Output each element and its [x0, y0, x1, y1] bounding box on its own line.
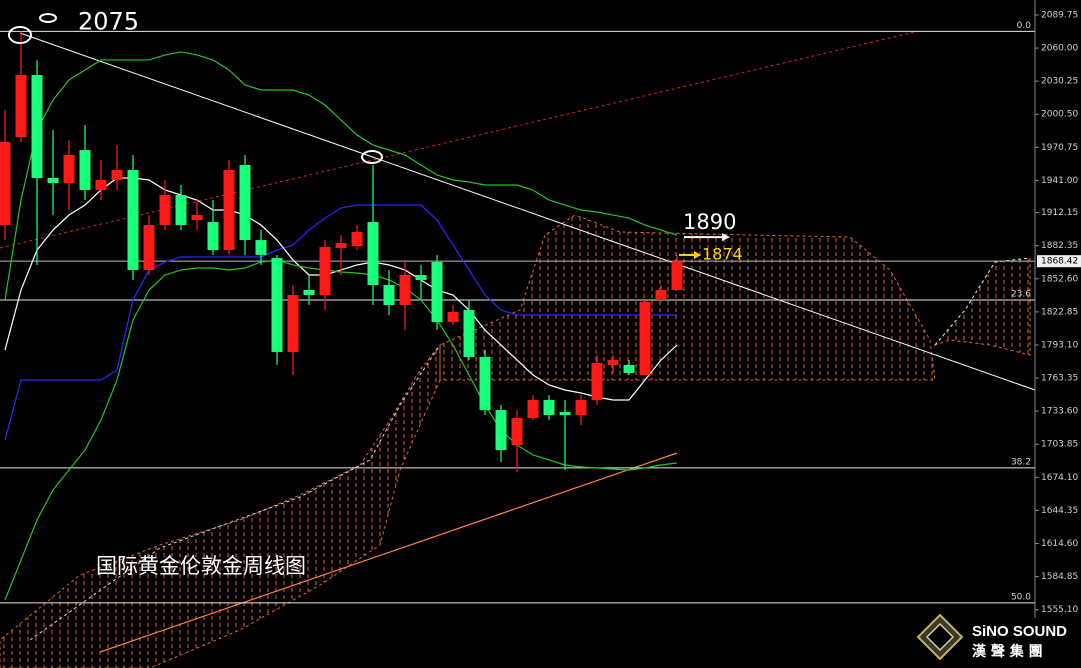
- candle-body: [463, 310, 475, 357]
- annotation-arrow-head: [694, 250, 701, 259]
- candle-body: [271, 257, 283, 352]
- candle-body: [335, 243, 347, 249]
- logo-icon: [925, 622, 955, 652]
- y-tick-label: 1703.85: [1041, 440, 1078, 450]
- candle-body: [207, 222, 219, 251]
- y-tick-label: 1882.35: [1041, 241, 1078, 251]
- plot: 0.0 23.6 38.2 50.0: [0, 21, 1035, 604]
- y-tick-label: 2000.50: [1041, 110, 1078, 120]
- candle-body: [383, 284, 395, 306]
- candle-body: [223, 169, 235, 251]
- candle-body: [79, 150, 91, 190]
- y-tick-label: 1614.60: [1041, 539, 1078, 549]
- candle-body: [63, 154, 75, 183]
- candle-body: [495, 410, 507, 451]
- candle-body: [399, 274, 411, 306]
- y-tick-label: 1644.35: [1041, 506, 1078, 516]
- candle-body: [447, 312, 459, 323]
- cloud-edge: [29, 344, 441, 641]
- candle-body: [47, 177, 59, 183]
- candle-body: [575, 400, 587, 416]
- candle-body: [111, 169, 123, 180]
- cloud: [439, 214, 936, 381]
- y-tick-label: 2060.00: [1041, 44, 1078, 54]
- indicator-line: [4, 204, 677, 441]
- candle-body: [239, 164, 251, 241]
- logo-subtitle: 漢 聲 集 團: [972, 643, 1043, 660]
- candle-body: [15, 74, 27, 138]
- y-tick-label: 1733.60: [1041, 407, 1078, 417]
- marker: [39, 13, 57, 23]
- candle-body: [607, 359, 619, 365]
- indicator-line: [4, 51, 678, 301]
- logo: SiNO SOUND 漢 聲 集 團: [916, 613, 1081, 668]
- candle-body: [367, 222, 379, 285]
- candle-body: [639, 302, 651, 375]
- candle-body: [591, 362, 603, 401]
- y-tick-label: 2089.75: [1041, 10, 1078, 20]
- candle-body: [127, 169, 139, 270]
- y-tick-label: 1584.85: [1041, 572, 1078, 582]
- candle-body: [287, 295, 299, 352]
- candle-body: [671, 261, 683, 291]
- fib-label: 38.2: [1011, 457, 1031, 467]
- annotation: 1874: [702, 244, 743, 263]
- candle-body: [191, 215, 203, 221]
- candle-body: [95, 179, 107, 190]
- trend-line: [99, 452, 678, 653]
- y-tick-label: 1763.35: [1041, 374, 1078, 384]
- logo-name: SiNO SOUND: [972, 623, 1067, 640]
- y-tick-label: 2030.25: [1041, 77, 1078, 87]
- annotation-arrow-head: [722, 233, 730, 242]
- y-tick-label: 1970.75: [1041, 143, 1078, 153]
- annotation: 1890: [683, 210, 736, 234]
- y-tick-label: 1941.00: [1041, 176, 1078, 186]
- fib-label: 23.6: [1011, 290, 1031, 300]
- y-tick-label: 1822.85: [1041, 307, 1078, 317]
- candle-body: [351, 232, 363, 247]
- candle-body: [527, 400, 539, 419]
- y-tick-label: 1912.15: [1041, 208, 1078, 218]
- candle-body: [623, 364, 635, 373]
- cloud-edge: [934, 257, 1031, 346]
- y-tick-label: 1674.10: [1041, 473, 1078, 483]
- cloud: [0, 343, 441, 668]
- last-price-label: 1868.42: [1041, 257, 1078, 267]
- chart-title: 国际黄金伦敦金周线图: [96, 554, 306, 578]
- candle-body: [479, 356, 491, 411]
- marker: [8, 26, 32, 44]
- candle-body: [655, 290, 667, 301]
- fib-label: 0.0: [1017, 21, 1032, 31]
- y-tick-label: 1555.10: [1041, 605, 1078, 615]
- candle-body: [303, 290, 315, 296]
- candle-body: [0, 142, 11, 226]
- last-price-box: [1037, 255, 1081, 268]
- fib-label: 50.0: [1011, 592, 1031, 602]
- candle-body: [543, 400, 555, 416]
- candle-body: [31, 74, 43, 178]
- candle-body: [415, 274, 427, 280]
- candle-body: [319, 246, 331, 296]
- logo-bg: [965, 618, 1081, 668]
- marker: [361, 150, 383, 164]
- candle-body: [511, 418, 523, 446]
- y-tick-label: 1793.10: [1041, 340, 1078, 350]
- candle-body: [255, 240, 267, 255]
- candle-body: [159, 195, 171, 226]
- annotation: 2075: [78, 7, 139, 35]
- trend-line: [19, 32, 1036, 391]
- y-tick-label: 1852.60: [1041, 274, 1078, 284]
- candle-body: [143, 225, 155, 270]
- trend-line: [0, 31, 916, 249]
- candle-body: [559, 412, 571, 416]
- candle-body: [175, 195, 187, 226]
- candle-body: [431, 261, 443, 323]
